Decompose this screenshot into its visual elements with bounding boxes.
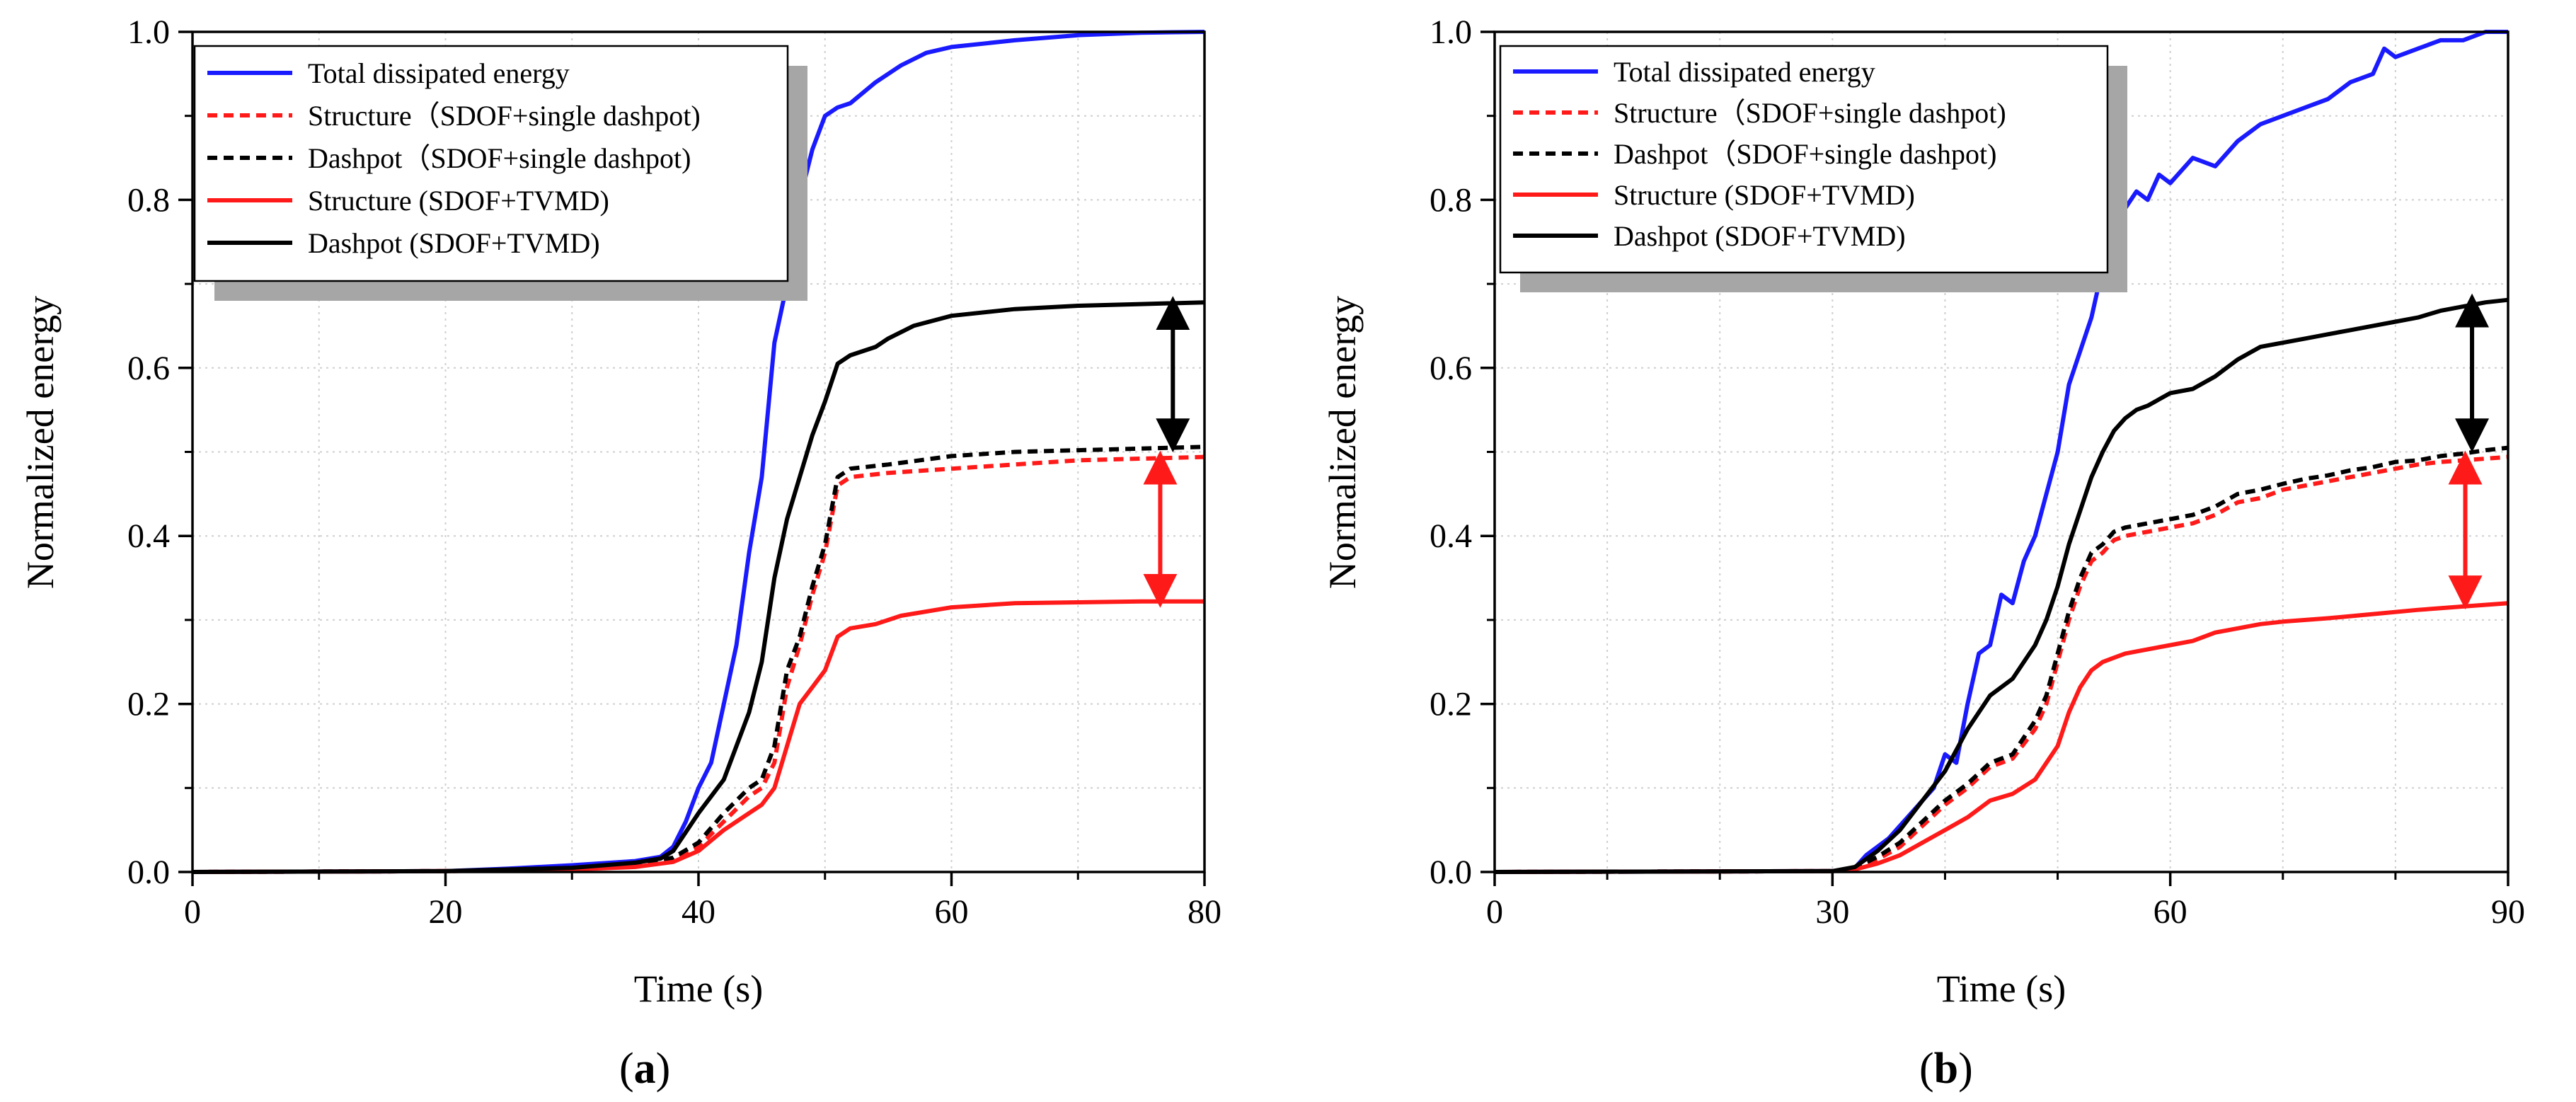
y-tick-label: 0.8 xyxy=(1430,181,1472,219)
y-tick-label: 0.8 xyxy=(127,181,170,219)
legend-label: Structure (SDOF+TVMD) xyxy=(1614,179,1915,211)
legend-label: Dashpot (SDOF+TVMD) xyxy=(1614,220,1906,252)
legend-box-b xyxy=(1499,45,2109,274)
x-tick-label: 90 xyxy=(2491,893,2525,931)
y-tick-label: 0.4 xyxy=(1430,517,1472,555)
legend-label: Dashpot (SDOF+TVMD) xyxy=(308,227,600,259)
x-axis-title-b: Time (s) xyxy=(1937,968,2066,1010)
x-tick-label: 60 xyxy=(2154,893,2187,931)
legend-label: Structure（SDOF+single dashpot) xyxy=(308,100,701,132)
x-tick-label: 60 xyxy=(935,893,969,931)
y-tick-label: 0.2 xyxy=(1430,686,1472,723)
series-line xyxy=(1494,454,2509,874)
axes-b xyxy=(1480,30,2509,886)
tick-labels-b: 0 30 60 90 0.0 0.2 0.4 0.6 0.8 1.0 xyxy=(1430,13,2525,931)
annotations-a xyxy=(1143,296,1190,608)
panel-letter-a: a xyxy=(634,1045,656,1093)
y-tick-label: 1.0 xyxy=(1430,13,1472,51)
y-tick-label: 0.6 xyxy=(1430,350,1472,387)
legend-box-a xyxy=(193,45,789,282)
legend-items-b: Total dissipated energy Structure（SDOF+si… xyxy=(1513,56,2006,252)
y-tick-label: 0.4 xyxy=(127,517,170,555)
x-tick-label: 20 xyxy=(429,893,463,931)
x-tick-label: 40 xyxy=(682,893,715,931)
series-line xyxy=(192,300,1205,874)
series-line xyxy=(1494,601,2509,874)
legend-label: Structure (SDOF+TVMD) xyxy=(308,185,609,217)
panel-label-a: (a) xyxy=(619,1045,670,1093)
y-tick-label: 0.0 xyxy=(127,854,170,891)
x-tick-label: 0 xyxy=(184,893,201,931)
legend-b: Total dissipated energy Structure（SDOF+si… xyxy=(1499,45,2127,292)
legend-items-a: Total dissipated energy Structure（SDOF+si… xyxy=(207,57,701,259)
axes-a xyxy=(178,30,1206,886)
y-tick-label: 0.6 xyxy=(127,350,170,387)
x-axis-title-a: Time (s) xyxy=(634,968,764,1010)
series-group-a xyxy=(192,30,1205,874)
y-axis-title-a: Normalized energy xyxy=(19,296,62,589)
x-tick-label: 30 xyxy=(1815,893,1849,931)
chart-panel-b: 0 30 60 90 0.0 0.2 0.4 0.6 0.8 1.0 Time (s) Norma… xyxy=(1321,13,2525,1093)
tick-labels-a: 0 20 40 60 80 0.0 0.2 0.4 0.6 0.8 1.0 xyxy=(127,13,1221,931)
legend-label: Dashpot（SDOF+single dashpot) xyxy=(1614,138,1996,170)
legend-label: Dashpot（SDOF+single dashpot) xyxy=(308,142,691,174)
legend-a: Total dissipated energy Structure（SDOF+si… xyxy=(193,45,807,301)
x-tick-label: 0 xyxy=(1486,893,1503,931)
y-tick-label: 1.0 xyxy=(127,13,170,51)
annotations-b xyxy=(2448,293,2490,610)
legend-label: Structure（SDOF+single dashpot) xyxy=(1614,97,2006,129)
series-line xyxy=(192,599,1204,874)
series-line xyxy=(1494,297,2509,874)
y-axis-title-b: Normalized energy xyxy=(1321,296,1364,589)
chart-panel-a: 0 20 40 60 80 0.0 0.2 0.4 0.6 0.8 1.0 Time (s) Nor… xyxy=(19,13,1221,1093)
series-group-b xyxy=(1494,30,2509,874)
x-tick-label: 80 xyxy=(1188,893,1221,931)
panel-letter-b: b xyxy=(1934,1045,1958,1093)
y-tick-label: 0.0 xyxy=(1430,854,1472,891)
legend-label: Total dissipated energy xyxy=(1614,56,1875,88)
y-tick-label: 0.2 xyxy=(127,686,170,723)
legend-label: Total dissipated energy xyxy=(308,57,570,89)
panel-label-b: (b) xyxy=(1919,1045,1973,1093)
series-line xyxy=(1494,445,2509,874)
